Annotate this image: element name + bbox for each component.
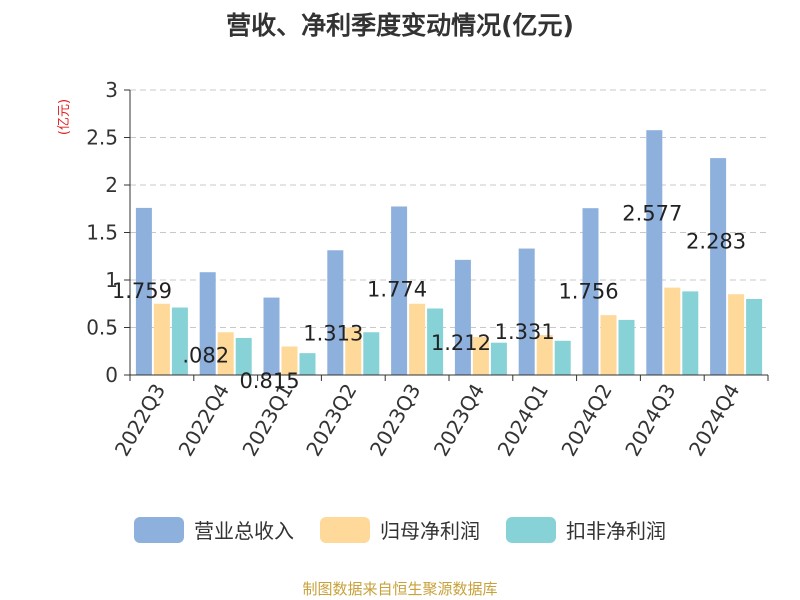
bar[interactable] [299,353,316,375]
legend-swatch-revenue [134,516,184,543]
bar[interactable] [263,297,280,375]
legend-swatch-net-profit [320,516,370,543]
data-label: 1.759 [112,279,172,303]
legend-item-deducted-profit[interactable]: 扣非净利润 [506,515,666,544]
x-tick-label: 2024Q2 [556,380,616,461]
y-tick-label: 0.5 [86,316,118,340]
source-note: 制图数据来自恒生聚源数据库 [302,580,498,598]
data-label: 0.815 [239,369,299,393]
y-tick-label: 2 [105,173,118,197]
x-tick-label: 2024Q4 [684,380,744,461]
chart-canvas: 营收、净利季度变动情况(亿元) (亿元) 0 0.5 1 1.5 2 2.5 3 2022Q3… [57,11,769,461]
bar[interactable] [345,327,362,376]
bar[interactable] [710,158,727,375]
data-label: 2.577 [622,201,682,225]
bar[interactable] [600,315,617,375]
legend-label-deducted-profit: 扣非净利润 [566,519,666,543]
legend-item-revenue[interactable]: 营业总收入 [134,515,294,544]
bar[interactable] [618,319,635,375]
y-tick-label: 2.5 [86,126,118,150]
data-label: .082 [182,343,229,367]
bar[interactable] [199,272,216,375]
bar[interactable] [363,332,380,375]
bar[interactable] [518,248,535,375]
bar[interactable] [646,130,663,375]
data-label: 1.756 [558,279,618,303]
y-tick-label: 1 [105,268,118,292]
y-axis-label: (亿元) [57,99,72,135]
bar[interactable] [153,303,170,375]
bar[interactable] [135,207,152,375]
y-tick-label: 0 [105,363,118,387]
x-tick-label: 2024Q1 [493,380,553,461]
legend-swatch-deducted-profit [506,516,556,543]
bar[interactable] [472,337,489,375]
legend-label-revenue: 营业总收入 [194,519,294,543]
data-label: 1.313 [303,322,363,346]
bar[interactable] [235,337,252,375]
bar[interactable] [490,342,507,375]
y-tick-label: 3 [105,78,118,102]
bar[interactable] [746,299,763,375]
legend-label-net-profit: 归母净利润 [380,519,480,543]
bar[interactable] [454,259,471,375]
bar[interactable] [409,303,426,375]
x-tick-label: 2023Q3 [365,380,425,461]
data-label: 1.331 [495,320,555,344]
bar[interactable] [391,206,408,375]
bar[interactable] [728,294,745,375]
x-tick-label: 2023Q4 [429,380,489,461]
y-tick-label: 1.5 [86,221,118,245]
legend-item-net-profit[interactable]: 归母净利润 [320,515,480,544]
bar[interactable] [281,346,298,376]
bar[interactable] [217,332,234,375]
bars [135,130,763,376]
data-label: 2.283 [686,229,746,253]
x-tick-label: 2023Q2 [301,380,361,461]
bar[interactable] [536,335,553,375]
x-tick-label: 2024Q3 [620,380,680,461]
bar[interactable] [682,291,699,375]
bar[interactable] [554,340,571,375]
bar[interactable] [327,250,344,375]
bar[interactable] [582,208,599,375]
chart-title: 营收、净利季度变动情况(亿元) [226,11,574,40]
legend: 营业总收入 归母净利润 扣非净利润 [0,515,800,544]
bar[interactable] [427,308,444,376]
bar[interactable] [171,307,188,375]
bar[interactable] [664,287,681,375]
data-label: 1.774 [367,278,427,302]
x-tick-label: 2022Q4 [174,380,234,461]
x-tick-label: 2022Q3 [110,380,170,461]
data-label: 1.212 [431,331,491,355]
